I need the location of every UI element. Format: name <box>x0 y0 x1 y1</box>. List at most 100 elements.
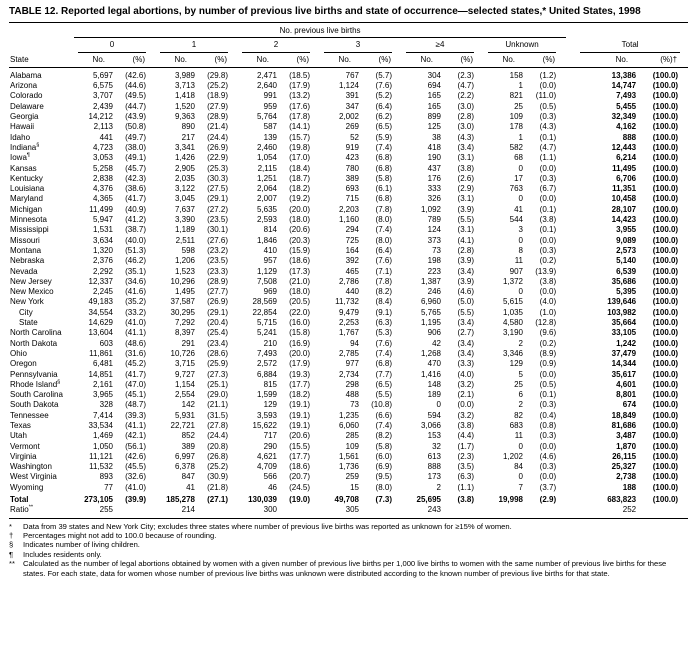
state-name: Montana <box>9 246 74 256</box>
cell-percent: (18.6) <box>289 256 310 266</box>
cell-percent: (6.5) <box>375 122 392 132</box>
cell-percent: (5.8) <box>375 173 392 183</box>
cell-number: 888 <box>427 462 441 472</box>
cell-percent: (100.0) <box>652 245 679 255</box>
cell-number: 2,292 <box>92 266 113 276</box>
cell-number: 410 <box>263 245 277 255</box>
group-label-total: Total <box>580 40 681 53</box>
table-row: South Carolina 3,965 (45.1) 2,554 (29.0) 1,59… <box>9 390 688 400</box>
cell-number: 693 <box>345 184 359 194</box>
group-label-1: 1 <box>160 40 228 53</box>
table-body: Alabama 5,697 (42.6) 3,989 (29.8) 2,471 (18.5)… <box>9 67 689 519</box>
state-label: Ohio <box>10 348 27 358</box>
cell-percent: (44.7) <box>125 101 146 111</box>
header-sub-row: State No. (%) No. (%) No. (%) No. (%) No… <box>9 52 689 68</box>
cell-number: 3,965 <box>92 390 113 400</box>
cell-percent: (56.1) <box>125 441 146 451</box>
cell-number: 683,823 <box>607 495 637 505</box>
cell-percent: (4.7) <box>457 81 474 91</box>
cell-number: 2,115 <box>257 163 277 173</box>
cell-percent: (25.2) <box>207 81 228 91</box>
cell-percent: (4.0) <box>539 297 557 307</box>
cell-percent: (7.8) <box>375 204 392 214</box>
cell-percent: (100.0) <box>652 348 679 358</box>
cell-percent: (4.0) <box>457 369 474 379</box>
cell-number: 8,801 <box>616 390 637 400</box>
state-label: North Carolina <box>10 328 62 338</box>
cell-percent: (41.0) <box>125 482 146 492</box>
cell-percent: (19.2) <box>289 194 310 204</box>
cell-percent: (7.4) <box>375 420 392 430</box>
cell-number: 2,113 <box>93 122 113 132</box>
table-row: Colorado 3,707 (49.5) 1,418 (18.9) 991 (13.2) 3… <box>9 91 688 101</box>
state-name: Mississippi <box>9 225 74 235</box>
footnote-text: Indicates number of living children. <box>23 540 140 550</box>
cell-percent: (3.9) <box>457 256 474 266</box>
cell-number: 35,664 <box>611 318 637 328</box>
cell-number: 2,007 <box>256 194 277 204</box>
cell-percent: (1.0) <box>539 307 557 317</box>
cell-percent: (49.5) <box>125 91 146 101</box>
cell-number: 12,337 <box>88 276 113 286</box>
cell-percent: (8.4) <box>375 297 392 307</box>
state-name: Nebraska <box>9 256 74 266</box>
cell-percent: (35.1) <box>125 266 146 276</box>
cell-number: 763 <box>509 184 523 194</box>
cell-percent: (100.0) <box>652 495 679 505</box>
state-name: Georgia <box>9 112 74 122</box>
cell-percent: (100.0) <box>652 184 679 194</box>
table-row: Ratio** 255 214 300 305 243 252 <box>9 505 689 519</box>
page: TABLE 12. Reported legal abortions, by n… <box>9 6 689 578</box>
cell-percent: (45.5) <box>125 462 146 472</box>
cell-number: 11,732 <box>335 297 359 307</box>
cell-number: 815 <box>263 379 277 389</box>
cell-number: 178 <box>509 122 523 132</box>
table-row: Mississippi 1,531 (38.7) 1,189 (30.1) 814 (20.… <box>9 225 688 235</box>
cell-number: 418 <box>427 142 441 152</box>
cell-number: 991 <box>263 91 277 101</box>
cell-number: 5,615 <box>502 297 523 307</box>
cell-number: 5,765 <box>420 307 441 317</box>
cell-percent: (0.3) <box>539 462 557 472</box>
table-title: TABLE 12. Reported legal abortions, by n… <box>9 6 641 17</box>
cell-number: 189 <box>427 390 441 400</box>
cell-percent: (25.3) <box>207 163 228 173</box>
cell-percent: (30.9) <box>207 472 228 482</box>
cell-number: 1,387 <box>420 276 441 286</box>
footnote: † Percentages might not add to 100.0 beca… <box>9 531 688 540</box>
cell-percent: (100.0) <box>652 235 679 245</box>
cell-number: 6,214 <box>616 153 637 163</box>
cell-percent: (46.2) <box>125 256 146 266</box>
cell-percent: (33.2) <box>125 307 146 317</box>
cell-number: 767 <box>345 70 359 80</box>
column-header-3: 3 <box>320 38 402 53</box>
cell-percent: (21.1) <box>207 400 228 410</box>
cell-percent: (31.6) <box>125 348 146 358</box>
cell-percent: (25.2) <box>207 462 228 472</box>
cell-number: 2,253 <box>338 318 359 328</box>
cell-number: 2,511 <box>175 235 195 245</box>
cell-number: 223 <box>427 266 441 276</box>
state-label: Iowa <box>10 153 27 163</box>
cell-number: 273,105 <box>84 495 113 505</box>
state-name: Washington <box>9 462 74 472</box>
cell-percent: (27.5) <box>207 184 228 194</box>
cell-number: 1,426 <box>174 153 195 163</box>
table-row: Alabama 5,697 (42.6) 3,989 (29.8) 2,471 (18.5)… <box>9 67 688 81</box>
cell-percent: (42.3) <box>125 173 146 183</box>
cell-number: 32,349 <box>611 112 637 122</box>
subheader-no-unknown: No. <box>484 52 527 68</box>
cell-number: 109 <box>509 112 523 122</box>
cell-number: 164 <box>345 245 359 255</box>
footnote-text: Percentages might not add to 100.0 becau… <box>23 531 217 541</box>
cell-percent: (18.2) <box>289 390 310 400</box>
cell-percent: (6.8) <box>375 163 392 173</box>
cell-percent: (3.8) <box>539 276 557 286</box>
cell-number: 893 <box>99 472 113 482</box>
cell-percent: (20.5) <box>289 297 310 307</box>
cell-percent: (6.8) <box>375 194 392 204</box>
cell-percent: (45.2) <box>125 359 146 369</box>
cell-percent: (7.6) <box>375 338 392 348</box>
cell-percent: (3.3) <box>457 359 474 369</box>
cell-number: 28,569 <box>252 297 277 307</box>
